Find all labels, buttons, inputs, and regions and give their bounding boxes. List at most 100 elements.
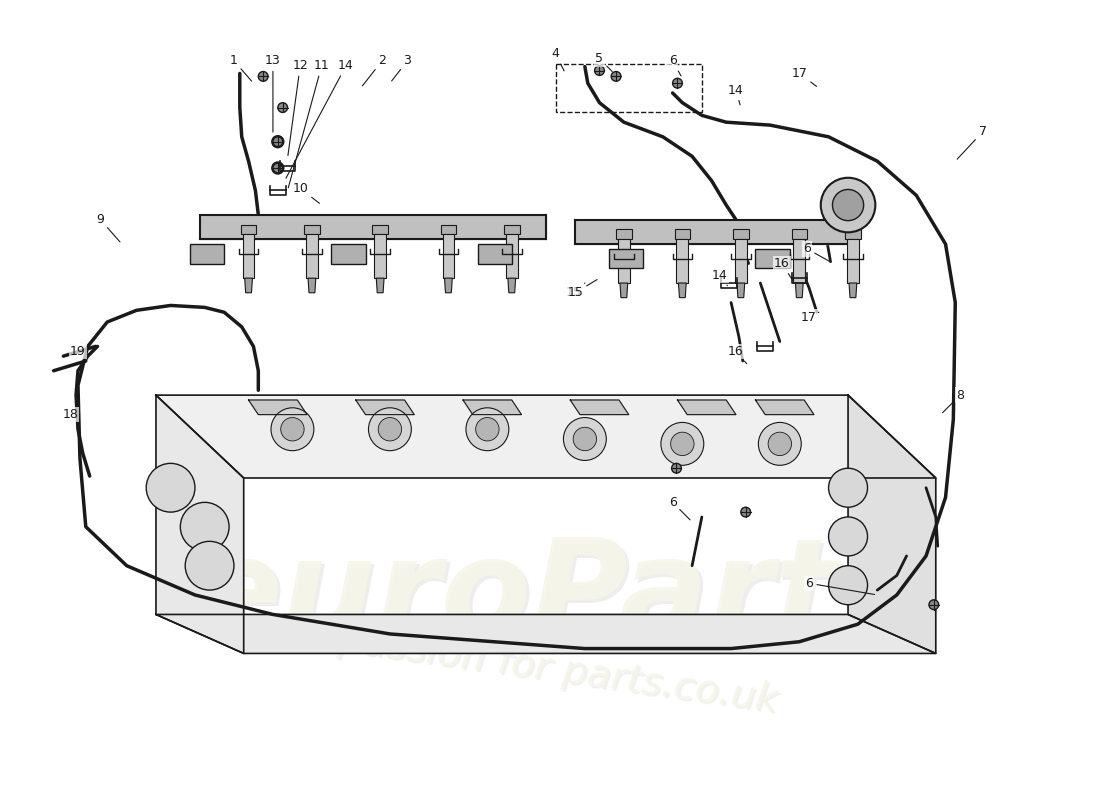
Polygon shape <box>308 278 316 293</box>
Polygon shape <box>249 400 307 414</box>
Text: 8: 8 <box>943 389 965 413</box>
Polygon shape <box>845 230 860 239</box>
Circle shape <box>278 102 287 113</box>
Circle shape <box>828 566 868 605</box>
Text: 2: 2 <box>362 54 386 86</box>
Text: 12: 12 <box>288 59 308 155</box>
Polygon shape <box>678 400 736 414</box>
Circle shape <box>672 463 681 473</box>
Polygon shape <box>355 400 415 414</box>
Polygon shape <box>444 278 452 293</box>
Polygon shape <box>756 249 790 269</box>
Text: 11: 11 <box>288 59 330 188</box>
Polygon shape <box>793 239 805 283</box>
Polygon shape <box>737 283 745 298</box>
Polygon shape <box>156 395 244 654</box>
Text: euroParts: euroParts <box>192 534 915 660</box>
Circle shape <box>671 432 694 455</box>
Polygon shape <box>243 234 254 278</box>
Text: 17: 17 <box>791 67 816 86</box>
Polygon shape <box>200 214 546 239</box>
Circle shape <box>280 418 304 441</box>
Text: 16: 16 <box>728 345 747 364</box>
Polygon shape <box>616 230 631 239</box>
Circle shape <box>821 178 876 232</box>
Circle shape <box>146 463 195 512</box>
Text: euroParts: euroParts <box>195 536 918 663</box>
Polygon shape <box>620 283 628 298</box>
Polygon shape <box>575 220 852 244</box>
Text: 6: 6 <box>805 577 874 594</box>
Polygon shape <box>756 400 814 414</box>
Polygon shape <box>442 234 454 278</box>
Text: 15: 15 <box>565 283 585 299</box>
Text: 18: 18 <box>63 402 78 421</box>
Polygon shape <box>331 244 365 263</box>
Circle shape <box>258 71 268 82</box>
Polygon shape <box>849 283 857 298</box>
Polygon shape <box>373 225 388 234</box>
Text: 16: 16 <box>774 257 793 281</box>
Circle shape <box>672 78 682 88</box>
Polygon shape <box>241 225 256 234</box>
Circle shape <box>930 600 938 610</box>
Circle shape <box>828 517 868 556</box>
Polygon shape <box>376 278 384 293</box>
Polygon shape <box>156 395 936 478</box>
Polygon shape <box>847 239 859 283</box>
Polygon shape <box>304 225 320 234</box>
Circle shape <box>475 418 499 441</box>
Circle shape <box>740 507 750 517</box>
Polygon shape <box>676 239 689 283</box>
Text: 17: 17 <box>801 310 818 324</box>
Text: a passion for parts.co.uk: a passion for parts.co.uk <box>302 618 782 722</box>
Text: 3: 3 <box>392 54 411 81</box>
Polygon shape <box>848 395 936 654</box>
Polygon shape <box>306 234 318 278</box>
Circle shape <box>595 66 604 75</box>
Polygon shape <box>570 400 629 414</box>
Circle shape <box>573 427 596 450</box>
Text: 7: 7 <box>957 126 987 159</box>
Polygon shape <box>477 244 512 263</box>
Circle shape <box>378 418 402 441</box>
Circle shape <box>833 190 864 221</box>
Polygon shape <box>679 283 686 298</box>
Text: 1: 1 <box>230 54 252 81</box>
Text: 14: 14 <box>728 83 744 105</box>
Text: 5: 5 <box>595 52 612 71</box>
Circle shape <box>271 408 314 450</box>
Polygon shape <box>795 283 803 298</box>
Text: 6: 6 <box>669 54 681 76</box>
Text: 14: 14 <box>712 269 727 286</box>
Circle shape <box>563 418 606 461</box>
Polygon shape <box>674 230 690 239</box>
Polygon shape <box>618 239 629 283</box>
Circle shape <box>180 502 229 551</box>
Circle shape <box>466 408 509 450</box>
Polygon shape <box>508 278 516 293</box>
Circle shape <box>758 422 801 466</box>
Polygon shape <box>609 249 644 269</box>
Text: 10: 10 <box>293 182 319 203</box>
Polygon shape <box>156 614 936 654</box>
Circle shape <box>661 422 704 466</box>
Circle shape <box>612 71 620 82</box>
Polygon shape <box>190 244 224 263</box>
Polygon shape <box>244 278 253 293</box>
Polygon shape <box>504 225 519 234</box>
Text: 4: 4 <box>552 47 564 71</box>
Circle shape <box>768 432 792 455</box>
Polygon shape <box>463 400 521 414</box>
Circle shape <box>273 137 283 146</box>
Polygon shape <box>733 230 749 239</box>
Text: 14: 14 <box>286 59 354 178</box>
Text: 6: 6 <box>803 242 830 262</box>
Polygon shape <box>735 239 747 283</box>
Text: a passion for parts.co.uk: a passion for parts.co.uk <box>300 615 780 720</box>
Polygon shape <box>441 225 456 234</box>
Polygon shape <box>374 234 386 278</box>
Text: 15: 15 <box>568 279 597 299</box>
Text: 13: 13 <box>265 54 280 132</box>
Circle shape <box>185 542 234 590</box>
